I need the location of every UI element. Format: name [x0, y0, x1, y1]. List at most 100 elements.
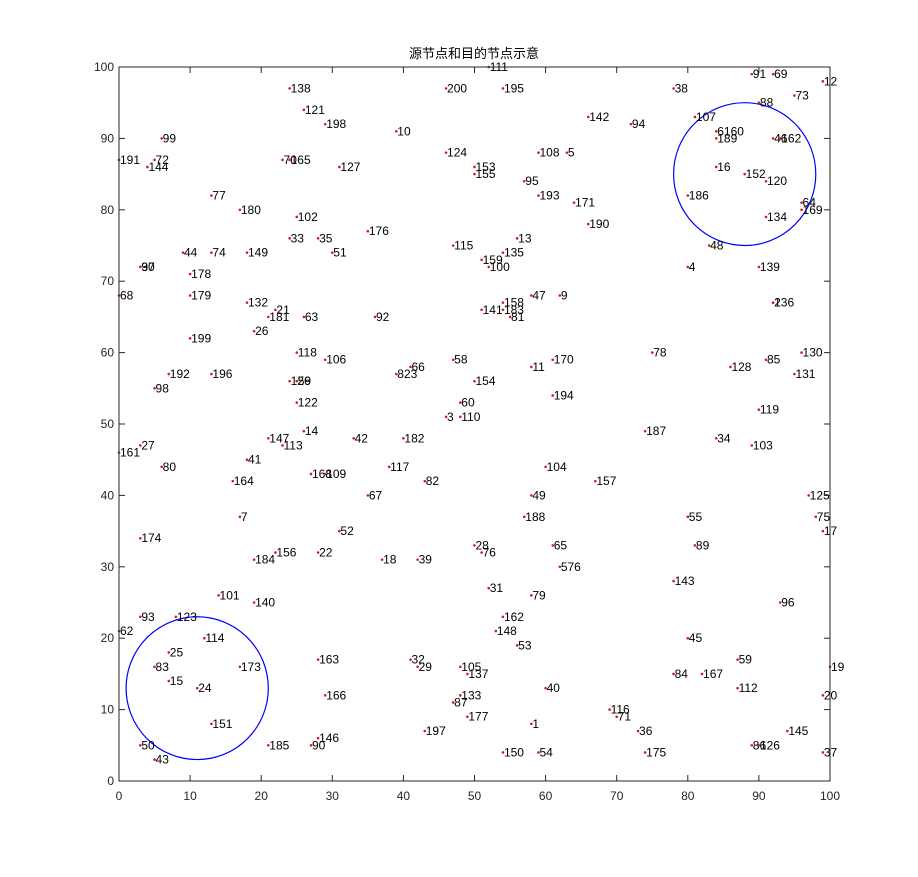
node-point	[480, 308, 483, 312]
node-point	[323, 122, 327, 126]
node-label: 24	[198, 681, 212, 695]
node-label: 137	[468, 667, 488, 681]
node-point	[814, 515, 818, 519]
node-label: 174	[141, 531, 161, 545]
node-label: 96	[781, 596, 795, 610]
node-point	[714, 165, 718, 169]
node-point	[530, 294, 533, 297]
node-point	[686, 515, 690, 519]
node-label: 162	[781, 131, 801, 145]
node-label: 28	[476, 538, 490, 552]
node-point	[750, 444, 754, 447]
node-point	[629, 122, 633, 126]
node-point	[309, 744, 313, 747]
node-label: 123	[177, 610, 197, 624]
node-point	[551, 358, 555, 362]
node-label: 81	[511, 310, 525, 324]
node-label: 14	[305, 424, 319, 438]
node-point	[636, 729, 640, 733]
node-point	[750, 72, 754, 76]
node-label: 50	[141, 738, 155, 752]
node-point	[686, 636, 690, 640]
node-label: 12	[824, 74, 838, 88]
node-point	[267, 315, 270, 319]
node-label: 58	[454, 353, 468, 367]
node-label: 84	[675, 667, 689, 681]
node-point	[352, 436, 355, 440]
node-point	[139, 444, 142, 447]
node-point	[267, 436, 270, 440]
node-label: 162	[504, 610, 524, 624]
node-point	[458, 401, 462, 404]
node-label: 126	[760, 738, 780, 752]
y-tick-label: 0	[107, 774, 114, 788]
node-label: 177	[468, 710, 488, 724]
node-point	[821, 79, 825, 83]
node-label: 197	[426, 724, 446, 738]
node-label: 80	[163, 460, 177, 474]
node-point	[501, 615, 505, 619]
node-label: 66	[412, 360, 426, 374]
node-point	[693, 544, 697, 547]
node-point	[160, 137, 163, 140]
node-label: 112	[739, 681, 758, 695]
node-point	[288, 158, 291, 162]
node-point	[181, 251, 185, 254]
node-point	[416, 558, 419, 561]
node-point	[473, 165, 476, 169]
node-point	[295, 379, 299, 383]
node-label: 27	[141, 438, 155, 452]
node-point	[515, 237, 519, 240]
node-point	[444, 87, 448, 90]
y-tick-label: 90	[101, 131, 115, 145]
x-tick-label: 30	[326, 789, 340, 803]
node-point	[402, 436, 405, 440]
node-label: 20	[824, 688, 838, 702]
node-point	[316, 658, 320, 661]
node-label: 117	[390, 460, 409, 474]
node-label: 34	[717, 431, 731, 445]
node-point	[302, 429, 306, 433]
x-tick-label: 100	[820, 789, 840, 803]
node-label: 192	[170, 367, 190, 381]
node-point	[387, 465, 391, 469]
node-label: 118	[298, 346, 317, 360]
x-tick-label: 0	[116, 789, 123, 803]
node-label: 185	[269, 738, 289, 752]
node-point	[501, 251, 505, 254]
x-tick-label: 20	[255, 789, 269, 803]
node-label: 122	[298, 396, 318, 410]
node-point	[736, 658, 739, 661]
node-point	[530, 722, 533, 726]
node-point	[558, 294, 562, 297]
node-label: 133	[461, 688, 481, 702]
node-point	[274, 551, 277, 554]
node-point	[323, 472, 327, 476]
node-point	[672, 87, 675, 90]
node-label: 196	[212, 367, 232, 381]
node-label: 100	[490, 260, 510, 274]
node-point	[451, 244, 455, 247]
y-tick-label: 60	[101, 346, 115, 360]
node-point	[750, 744, 754, 747]
node-point	[423, 479, 427, 483]
node-label: 198	[326, 117, 346, 131]
node-label: 159	[483, 253, 503, 267]
node-label: 45	[689, 631, 703, 645]
node-point	[821, 529, 825, 533]
node-point	[672, 579, 675, 583]
node-point	[586, 222, 590, 226]
node-label: 145	[788, 724, 808, 738]
node-label: 87	[454, 695, 468, 709]
node-point	[537, 151, 540, 154]
node-point	[757, 744, 761, 747]
node-point	[714, 436, 718, 440]
node-label: 170	[554, 353, 574, 367]
node-label: 181	[269, 310, 289, 324]
node-point	[764, 358, 768, 362]
node-label: 64	[803, 196, 817, 210]
node-label: 157	[596, 474, 616, 488]
node-label: 576	[561, 560, 581, 574]
node-point	[210, 251, 213, 254]
